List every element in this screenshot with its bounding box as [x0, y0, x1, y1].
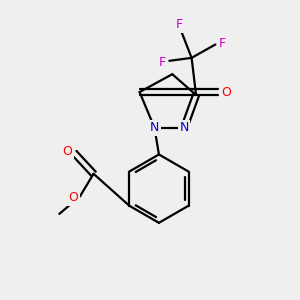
Text: O: O — [69, 191, 79, 204]
Text: F: F — [159, 56, 166, 69]
Text: O: O — [63, 145, 73, 158]
Text: F: F — [218, 37, 226, 50]
Text: N: N — [179, 121, 189, 134]
Text: F: F — [176, 18, 183, 31]
Text: O: O — [222, 85, 232, 98]
Text: N: N — [150, 121, 159, 134]
